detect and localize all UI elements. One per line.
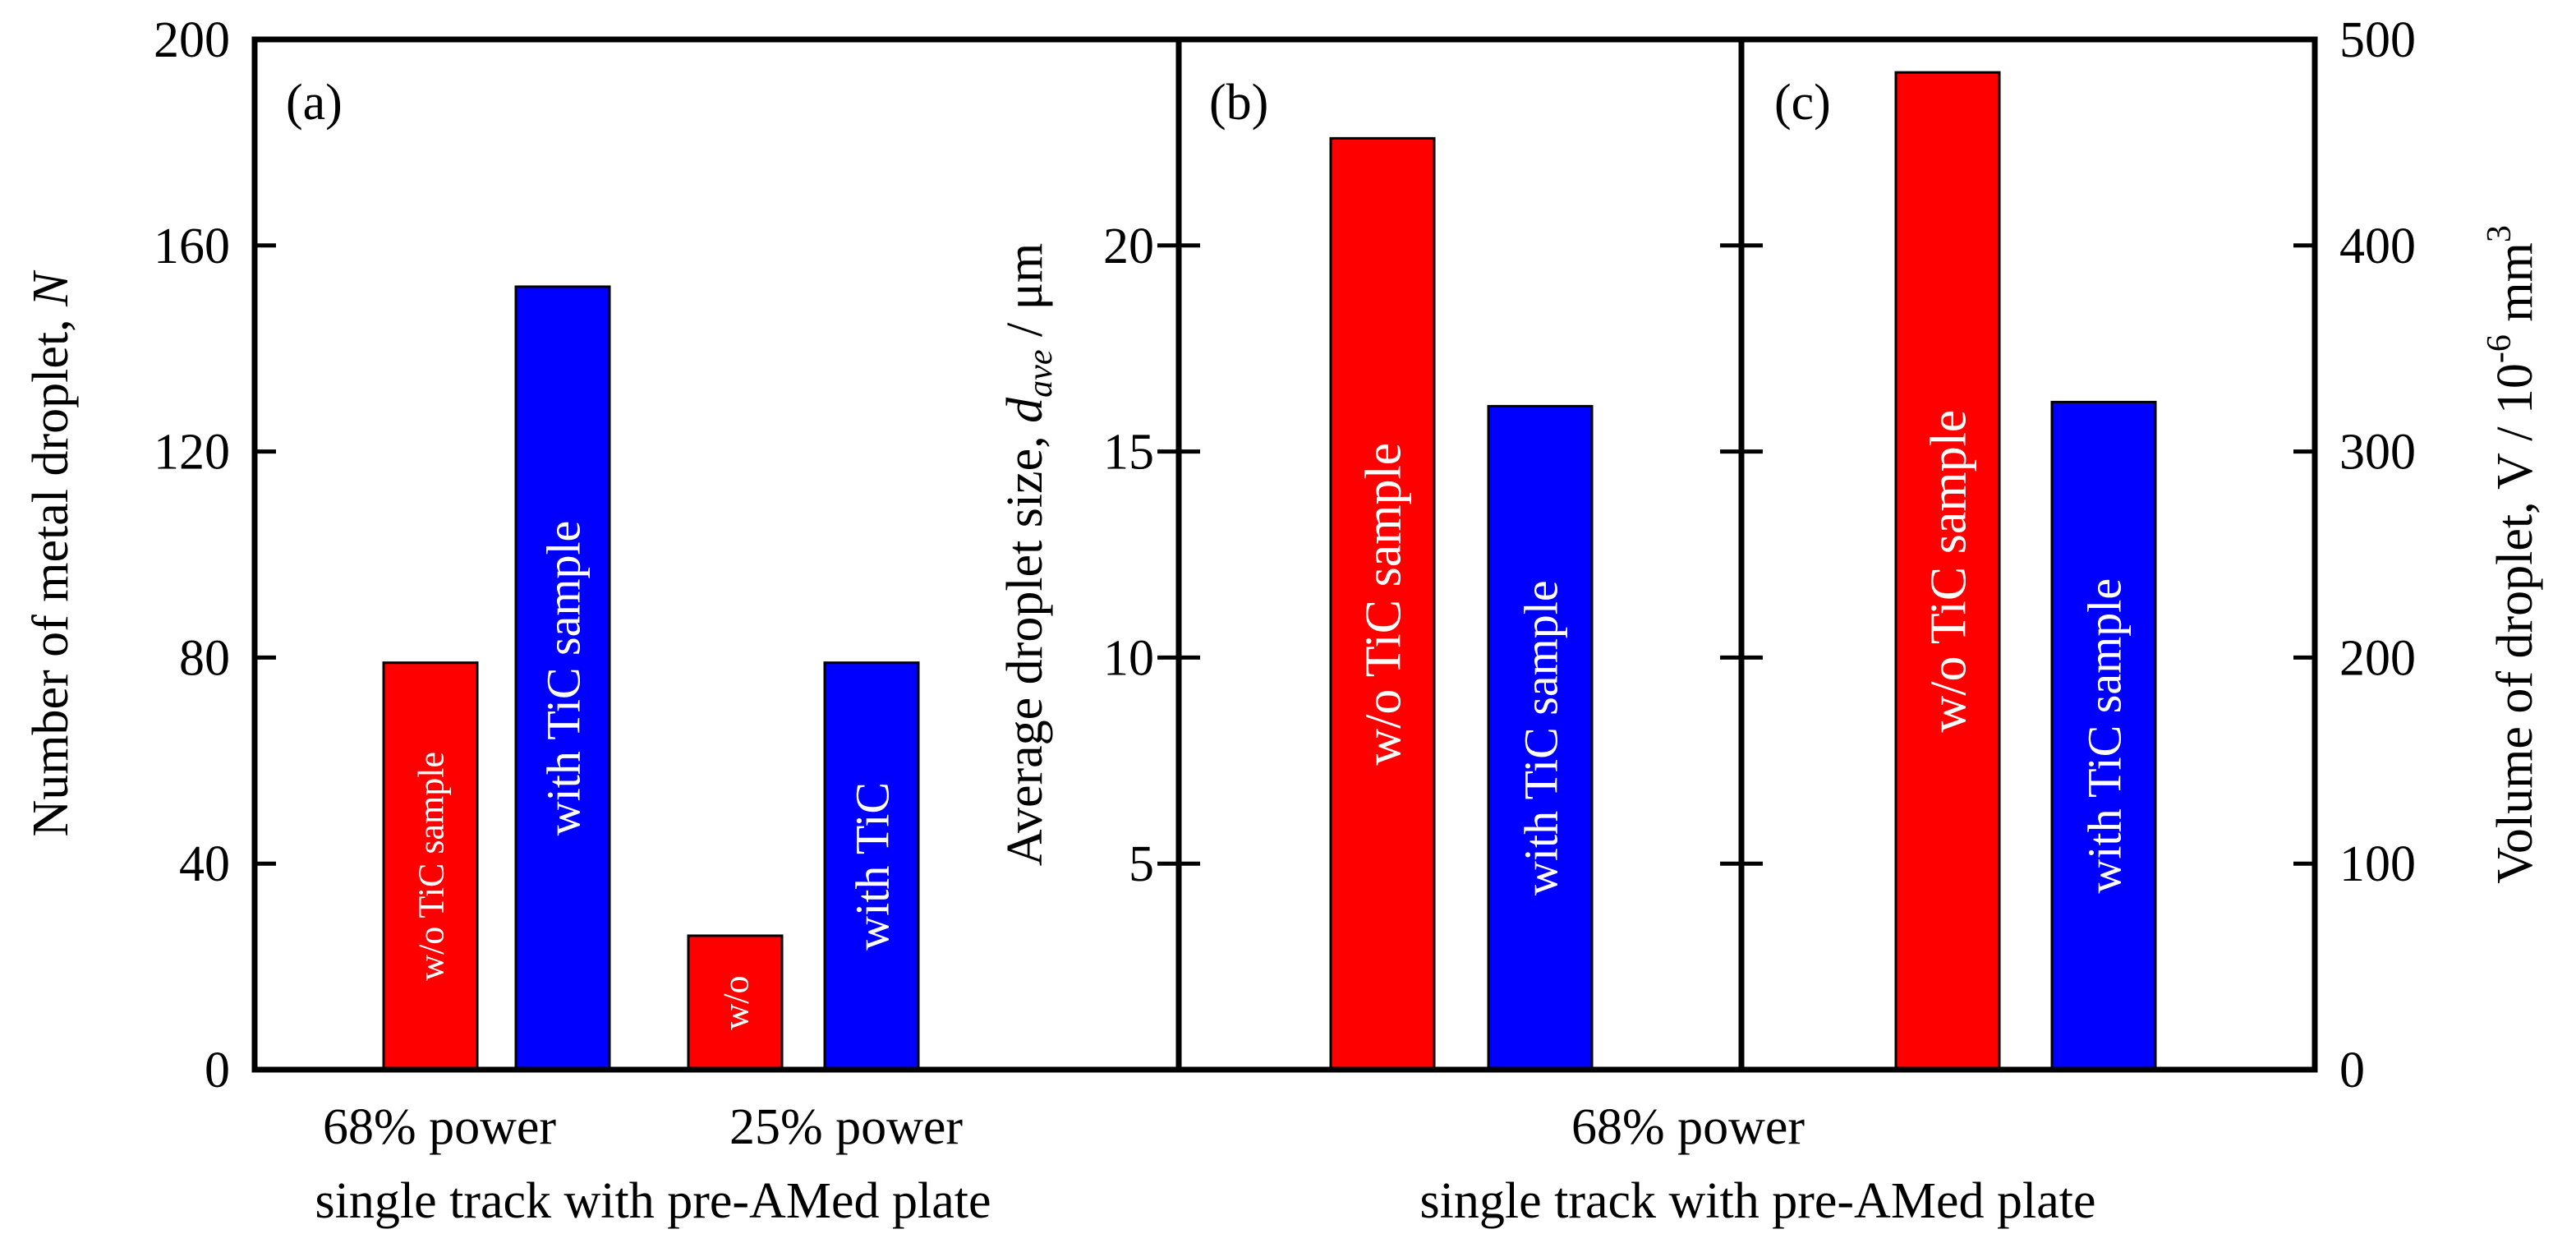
y-axis-label-c: Volume of droplet, V / 10-6 mm3	[2481, 225, 2543, 884]
y-tick-label: 400	[2339, 219, 2416, 274]
y-axis-right-ticks: 0 100 200 300 400 500	[1720, 12, 2416, 1098]
y-tick-label: 200	[154, 12, 230, 68]
bar-label: with TiC	[845, 782, 899, 951]
bars: w/o TiC sample with TiC sample w/o with TiC…	[382, 71, 2157, 1071]
bar-label: w/o TiC sample	[1356, 443, 1412, 766]
y-tick-label: 80	[179, 630, 230, 686]
bar-label: with TiC sample	[2077, 578, 2131, 894]
x-label-bc-footer: single track with pre-AMed plate	[1420, 1173, 2096, 1229]
bar-b-1	[1329, 136, 1436, 1071]
y-tick-label: 10	[1103, 630, 1154, 686]
bar-c-1	[1894, 71, 2001, 1071]
y-tick-label: 5	[1129, 836, 1154, 892]
y-tick-label: 100	[2339, 836, 2416, 892]
bar-label: w/o TiC sample	[1921, 410, 1977, 733]
y-tick-label: 0	[2339, 1043, 2365, 1098]
bar-label: with TiC sample	[536, 521, 590, 836]
y-axis-middle-ticks: 5 10 15 20	[1103, 219, 1200, 892]
y-tick-label: 15	[1103, 425, 1154, 481]
y-tick-label: 160	[154, 219, 230, 274]
y-axis-label-b: Average droplet size, dave / μm	[997, 243, 1060, 866]
y-tick-label: 120	[154, 425, 230, 481]
y-tick-label: 0	[205, 1043, 230, 1098]
bar-a-3	[687, 934, 784, 1071]
y-tick-label: 200	[2339, 630, 2416, 686]
y-axis-left-ticks: 0 40 80 120 160 200	[154, 12, 276, 1098]
x-label-a-25: 25% power	[729, 1099, 963, 1155]
bar-a-4	[823, 661, 920, 1071]
panel-label-a: (a)	[286, 75, 343, 131]
bar-b-2	[1487, 404, 1594, 1071]
y-tick-label: 500	[2339, 12, 2416, 68]
y-tick-label: 20	[1103, 219, 1154, 274]
y-tick-label: 40	[179, 836, 230, 892]
panel-label-c: (c)	[1774, 75, 1831, 131]
x-label-a-68: 68% power	[323, 1099, 556, 1155]
bar-a-1	[382, 661, 479, 1071]
y-tick-label: 300	[2339, 425, 2416, 481]
x-label-bc-power: 68% power	[1571, 1099, 1805, 1155]
panel-label-b: (b)	[1209, 75, 1268, 131]
y-axis-label-a: Number of metal droplet, N	[23, 269, 79, 837]
x-label-a-footer: single track with pre-AMed plate	[315, 1173, 991, 1229]
bar-label: w/o	[715, 975, 756, 1029]
bar-label: with TiC sample	[1514, 580, 1567, 895]
bar-c-2	[2050, 400, 2157, 1071]
bar-label: w/o TiC sample	[411, 752, 451, 981]
